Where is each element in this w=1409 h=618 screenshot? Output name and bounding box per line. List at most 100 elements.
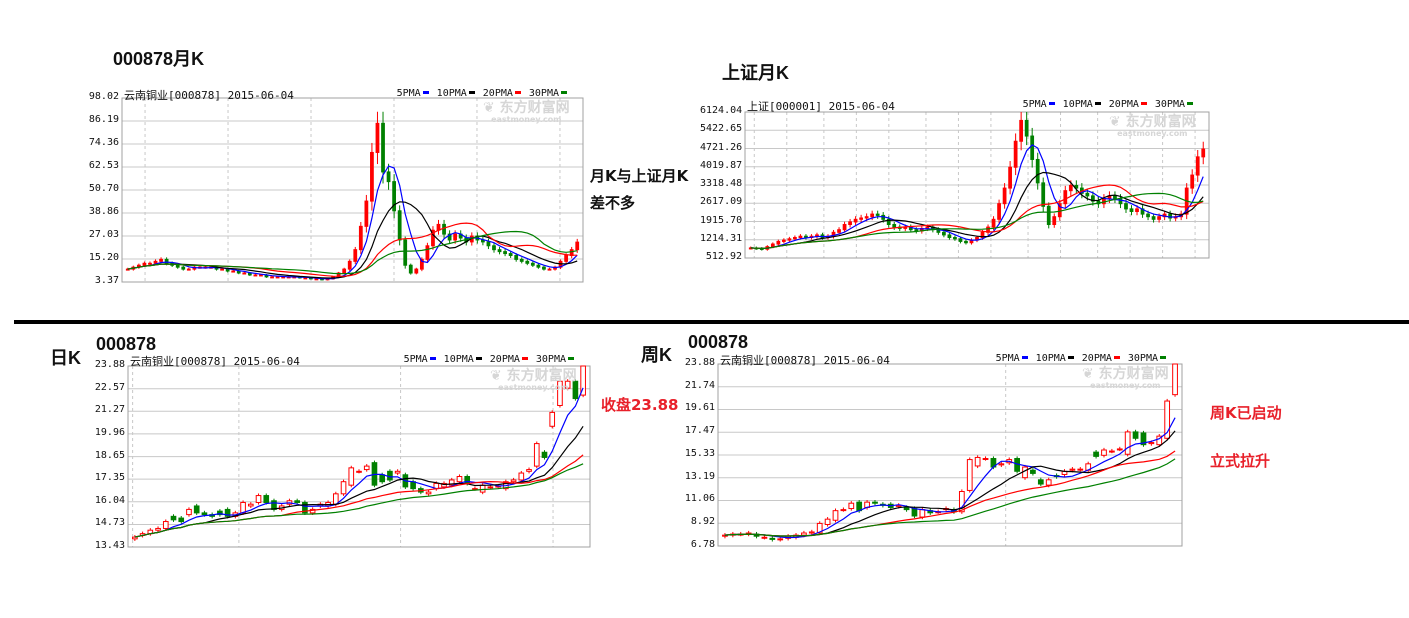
candle-body [375, 122, 380, 153]
candle-body [761, 536, 768, 539]
candle-body [875, 213, 880, 216]
candle-body [1102, 197, 1106, 205]
candle-body [801, 532, 807, 536]
candle-body [1057, 203, 1062, 218]
watermark-logo: ❦ 东方财富网 eastmoney.com [1109, 114, 1196, 140]
candle-body [387, 470, 393, 481]
y-tick-label: 8.92 [690, 516, 715, 528]
candle-body [414, 268, 419, 274]
candle-body [840, 509, 847, 512]
y-tick-label: 50.70 [88, 182, 119, 194]
y-tick-label: 3318.48 [700, 178, 743, 189]
candle-body [542, 266, 546, 270]
candle-body [1172, 363, 1178, 396]
candle-body [170, 515, 177, 521]
candle-body [394, 470, 401, 474]
weekly-code: 000878 [688, 332, 749, 352]
candle-body [572, 380, 579, 400]
y-tick-label: 3.37 [94, 275, 119, 286]
legend-label: 5PMA [995, 353, 1020, 364]
candle-body [217, 510, 223, 516]
section-divider [14, 320, 1409, 324]
plot-frame [127, 365, 591, 548]
candle-body [397, 210, 402, 241]
candle-body [1045, 479, 1052, 486]
watermark-logo: ❦ 东方财富网 eastmoney.com [490, 369, 577, 394]
candle-body [487, 486, 494, 489]
candle-body [541, 451, 548, 458]
candle-body [564, 255, 569, 262]
candle-body [175, 264, 180, 268]
legend-swatch [422, 90, 429, 94]
candle-body [564, 380, 571, 389]
candle-body [798, 235, 803, 239]
watermark-en: eastmoney.com [1117, 129, 1188, 138]
candle-body [486, 241, 491, 247]
candle-body [370, 151, 374, 202]
candle-body [1041, 182, 1046, 207]
y-tick-label: 2617.09 [700, 196, 743, 208]
candle-body [379, 474, 386, 483]
candle-body [964, 240, 968, 244]
legend-label: 5PMA [396, 88, 421, 99]
candle-body [1164, 400, 1171, 439]
daily-label: 日K [50, 348, 81, 368]
legend-swatch [514, 90, 521, 94]
candle-body [314, 278, 319, 281]
y-tick-label: 11.06 [684, 493, 715, 505]
candle-body [580, 365, 586, 396]
candle-body [536, 264, 541, 268]
candle-body [453, 233, 458, 241]
candle-body [557, 380, 563, 406]
candle-body [848, 502, 855, 510]
y-tick-label: 512.92 [705, 251, 742, 262]
candle-body [302, 501, 308, 514]
candle-body [808, 531, 815, 534]
candle-body [1113, 195, 1117, 199]
legend-swatch [1113, 355, 1120, 359]
candle-body [479, 484, 486, 493]
candle-body [1129, 208, 1134, 213]
candle-body [155, 527, 161, 531]
candle-body [770, 243, 775, 248]
legend-label: 20PMA [489, 354, 520, 365]
candle-body [220, 268, 224, 271]
candle-body [958, 491, 965, 513]
candle-body [340, 481, 347, 495]
candle-body [886, 218, 891, 226]
candle-body [1132, 431, 1139, 439]
candle-body [1035, 158, 1040, 184]
candle-body [1201, 148, 1206, 158]
watermark-en: eastmoney.com [1090, 381, 1161, 390]
watermark-logo: ❦ 东方财富网 eastmoney.com [483, 101, 570, 126]
candle-body [178, 517, 185, 523]
candle-body [492, 245, 496, 251]
chart-legend-daily-000878: 5PMA 10PMA 20PMA 30PMA [404, 354, 582, 365]
candle-body [240, 501, 246, 514]
legend-label: 20PMA [1081, 353, 1112, 364]
legend-swatch [561, 90, 567, 94]
candle-body [294, 500, 300, 503]
y-tick-label: 19.96 [94, 426, 125, 438]
legend-label: 30PMA [1127, 353, 1158, 364]
y-tick-label: 19.61 [684, 402, 715, 414]
candle-body [347, 260, 352, 270]
watermark-en: eastmoney.com [491, 115, 562, 124]
candle-body [425, 491, 432, 495]
candle-body [1037, 479, 1044, 485]
candle-body [142, 262, 147, 266]
ma10-line [134, 425, 584, 538]
legend-swatch [1140, 101, 1147, 105]
ma30-line [127, 230, 578, 275]
y-tick-label: 1214.31 [700, 232, 743, 244]
candle-body [441, 482, 447, 488]
watermark-cn: ❦ 东方财富网 [1109, 114, 1196, 130]
ma5-line [127, 165, 578, 280]
candle-body [966, 459, 973, 491]
legend-swatch [429, 356, 436, 360]
plot-frame [121, 97, 584, 283]
y-tick-label: 21.74 [684, 379, 715, 391]
candle-body [1019, 119, 1024, 142]
candle-body [275, 276, 280, 279]
candle-body [525, 260, 530, 264]
